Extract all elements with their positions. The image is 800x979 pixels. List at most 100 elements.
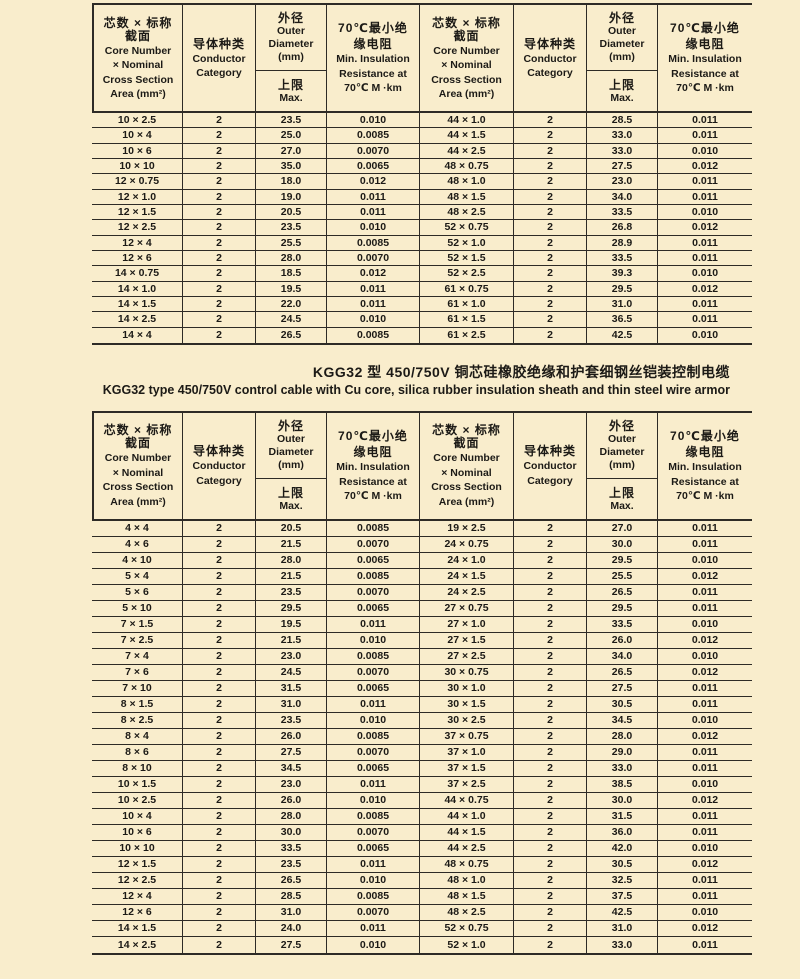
- table-cell: 61 × 0.75: [420, 281, 514, 297]
- header-conductor-en-line2: Category: [196, 67, 242, 79]
- header-od-en-line2: Diameter: [268, 445, 314, 458]
- table-cell: 52 × 1.0: [420, 235, 514, 251]
- header-od-en-line3: (mm): [278, 51, 304, 63]
- table-cell: 2: [183, 856, 256, 873]
- table-cell: 0.010: [658, 649, 752, 665]
- table-cell: 0.011: [327, 920, 420, 937]
- table-cell: 2: [183, 296, 256, 313]
- header-conductor-en-line2: Category: [527, 474, 573, 487]
- table-cell: 2: [183, 174, 256, 190]
- table-cell: 42.0: [587, 840, 658, 857]
- header-od-en-line1: Outer: [607, 25, 636, 37]
- header-ir-en-line2: Resistance at: [339, 67, 407, 80]
- table-cell: 0.011: [327, 856, 420, 873]
- table-cell: 12 × 6: [92, 250, 183, 267]
- table-cell: 44 × 2.5: [420, 143, 514, 159]
- table-cell: 27.5: [587, 680, 658, 697]
- header-outer-diameter-max: 上限 Max.: [587, 479, 657, 519]
- table-cell: 2: [183, 840, 256, 857]
- table-cell: 14 × 2.5: [92, 312, 183, 328]
- table-cell: 0.010: [658, 553, 752, 569]
- header-od-cn: 外径: [608, 11, 635, 25]
- header-conductor-en-line1: Conductor: [523, 52, 577, 65]
- table-cell: 28.5: [256, 888, 327, 905]
- table-cell: 26.0: [587, 632, 658, 649]
- table-cell: 0.0085: [327, 568, 420, 585]
- table-cell: 0.010: [658, 713, 752, 729]
- section-title: KGG32 型 450/750V 铜芯硅橡胶绝缘和护套细钢丝铠装控制电缆 KGG…: [0, 363, 730, 398]
- table-cell: 2: [514, 648, 587, 665]
- table-cell: 0.011: [658, 174, 752, 190]
- header-od-cn: 外径: [608, 418, 635, 433]
- table-cell: 19.5: [256, 281, 327, 297]
- header-core-en-line4: Area (mm²): [438, 495, 495, 508]
- table-cell: 24 × 1.5: [420, 568, 514, 585]
- table-cell: 0.0070: [327, 904, 420, 921]
- table-cell: 33.0: [587, 128, 658, 144]
- table-cell: 44 × 1.5: [420, 128, 514, 144]
- table-cell: 2: [514, 312, 587, 328]
- table-cell: 7 × 2.5: [92, 632, 183, 649]
- header-core-en-line2: × Nominal: [112, 466, 164, 479]
- table-cell: 12 × 1.0: [92, 189, 183, 205]
- header-od-cn: 外径: [277, 11, 304, 25]
- table-cell: 31.5: [256, 680, 327, 697]
- table-cell: 12 × 4: [92, 888, 183, 905]
- table-cell: 28.0: [256, 552, 327, 569]
- table-cell: 2: [183, 235, 256, 251]
- table-cell: 33.0: [587, 936, 658, 953]
- header-ir-cn-line1: 70℃最小绝: [338, 21, 408, 36]
- table-cell: 8 × 1.5: [92, 696, 183, 713]
- table-cell: 27 × 2.5: [420, 648, 514, 665]
- table-cell: 27.5: [256, 936, 327, 953]
- table-cell: 2: [183, 220, 256, 236]
- table-cell: 0.010: [658, 777, 752, 793]
- table-cell: 2: [514, 128, 587, 144]
- header-core-number: 芯数 × 标称 截面 Core Number × Nominal Cross S…: [420, 5, 514, 113]
- table-cell: 30.5: [587, 856, 658, 873]
- table-cell: 24.5: [256, 664, 327, 681]
- header-ir-en-line1: Min. Insulation: [336, 53, 410, 66]
- table-cell: 8 × 6: [92, 744, 183, 761]
- table-cell: 0.012: [327, 266, 420, 282]
- table-cell: 52 × 1.5: [420, 250, 514, 267]
- header-outer-diameter: 外径 Outer Diameter (mm) 上限 Max.: [256, 412, 327, 521]
- table-cell: 0.0065: [327, 552, 420, 569]
- table-cell: 2: [514, 536, 587, 553]
- table-cell: 48 × 0.75: [420, 856, 514, 873]
- table-cell: 2: [514, 680, 587, 697]
- header-outer-diameter-max: 上限 Max.: [587, 71, 657, 111]
- table-cell: 0.0070: [327, 664, 420, 681]
- header-insulation-resistance: 70℃最小绝 缘电阻 Min. Insulation Resistance at…: [658, 5, 752, 113]
- table-cell: 23.0: [587, 174, 658, 190]
- header-outer-diameter: 外径 Outer Diameter (mm) 上限 Max.: [587, 5, 658, 113]
- table-cell: 34.0: [587, 648, 658, 665]
- table-cell: 0.0070: [327, 584, 420, 601]
- table-cell: 28.0: [587, 728, 658, 745]
- table-cell: 14 × 1.5: [92, 296, 183, 313]
- header-core-cn-line2: 截面: [453, 28, 480, 43]
- header-ir-cn-line1: 70℃最小绝: [670, 21, 740, 36]
- table-cell: 26.5: [256, 872, 327, 889]
- header-core-en-line2: × Nominal: [441, 59, 492, 71]
- table-cell: 39.3: [587, 266, 658, 282]
- header-insulation-resistance: 70℃最小绝 缘电阻 Min. Insulation Resistance at…: [658, 413, 752, 521]
- table-cell: 0.010: [327, 792, 420, 809]
- table-cell: 2: [514, 904, 587, 921]
- table-cell: 44 × 2.5: [420, 840, 514, 857]
- header-core-number: 芯数 × 标称 截面 Core Number × Nominal Cross S…: [420, 412, 514, 521]
- header-ir-en-line3: 70℃ M ·km: [676, 490, 734, 503]
- header-ir-en-line3: 70℃ M ·km: [676, 82, 734, 95]
- header-core-cn-line1: 芯数 × 标称: [432, 15, 501, 30]
- table-cell: 0.011: [658, 251, 752, 267]
- header-core-en-line4: Area (mm²): [110, 88, 166, 100]
- table-cell: 0.012: [327, 174, 420, 190]
- table-cell: 30.0: [256, 824, 327, 841]
- section-title-chinese: KGG32 型 450/750V 铜芯硅橡胶绝缘和护套细钢丝铠装控制电缆: [312, 363, 730, 380]
- table-cell: 0.011: [327, 776, 420, 793]
- table-cell: 52 × 2.5: [420, 266, 514, 282]
- table-cell: 2: [514, 888, 587, 905]
- header-outer-diameter: 外径 Outer Diameter (mm) 上限 Max.: [587, 412, 658, 521]
- header-od-en-line3: (mm): [278, 458, 304, 471]
